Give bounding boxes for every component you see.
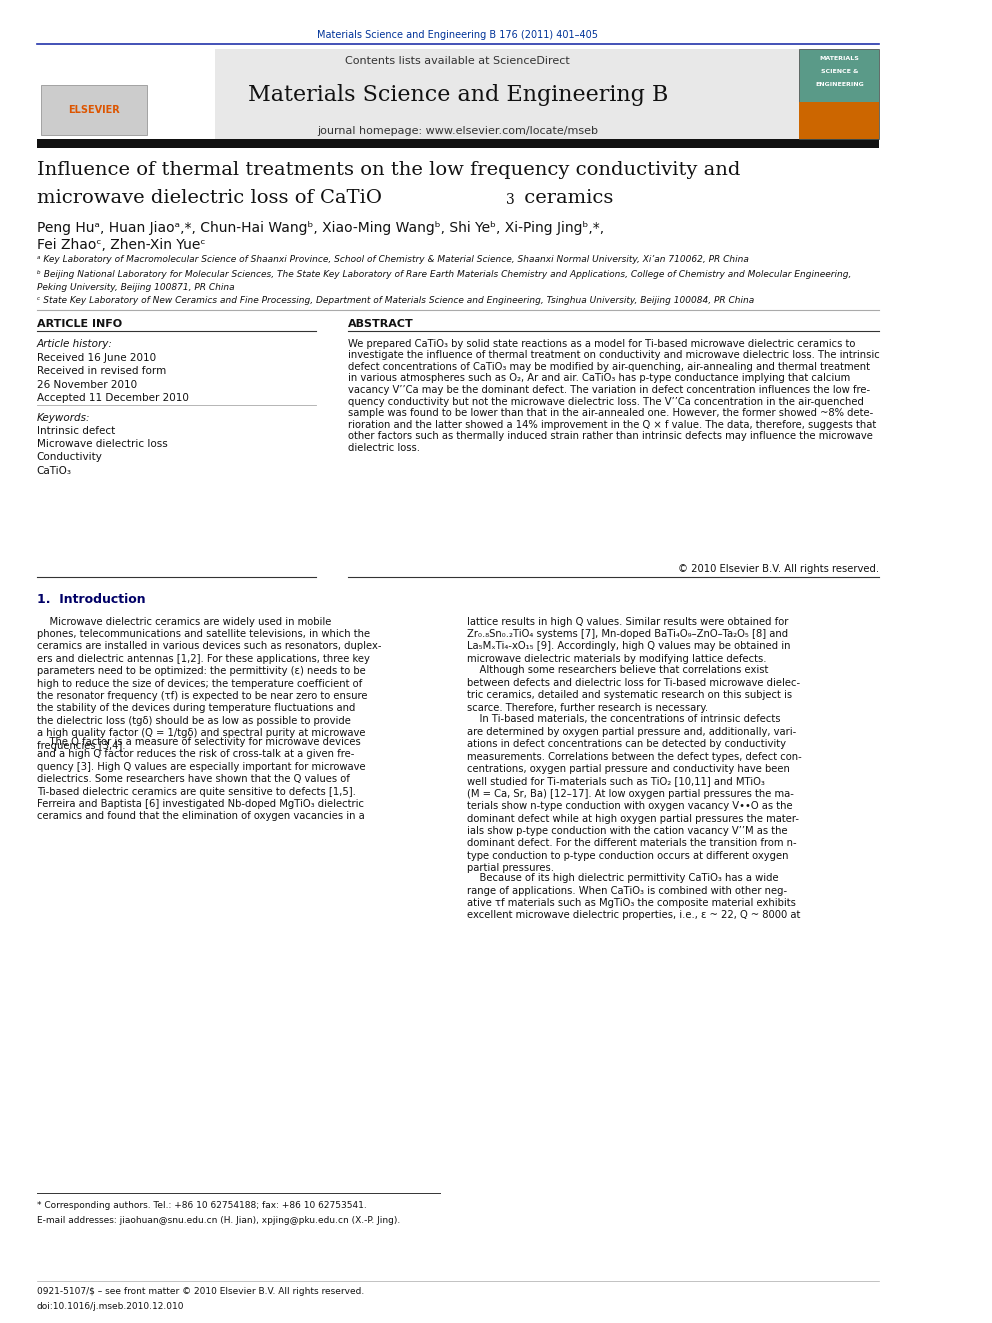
Text: ᶜ State Key Laboratory of New Ceramics and Fine Processing, Department of Materi: ᶜ State Key Laboratory of New Ceramics a… (37, 296, 754, 306)
FancyBboxPatch shape (800, 102, 879, 139)
Text: doi:10.1016/j.mseb.2010.12.010: doi:10.1016/j.mseb.2010.12.010 (37, 1302, 185, 1311)
Text: Keywords:: Keywords: (37, 413, 90, 423)
Text: Microwave dielectric ceramics are widely used in mobile
phones, telecommunicatio: Microwave dielectric ceramics are widely… (37, 617, 381, 750)
Text: Contents lists available at ScienceDirect: Contents lists available at ScienceDirec… (345, 56, 570, 66)
Text: Microwave dielectric loss: Microwave dielectric loss (37, 439, 168, 450)
Text: Conductivity: Conductivity (37, 452, 102, 463)
Text: Received 16 June 2010: Received 16 June 2010 (37, 353, 156, 364)
Text: lattice results in high Q values. Similar results were obtained for
Zr₀.₈Sn₀.₂Ti: lattice results in high Q values. Simila… (467, 617, 791, 664)
Text: 3: 3 (506, 193, 515, 208)
Text: 1.  Introduction: 1. Introduction (37, 593, 145, 606)
Text: microwave dielectric loss of CaTiO: microwave dielectric loss of CaTiO (37, 189, 382, 208)
Text: Because of its high dielectric permittivity CaTiO₃ has a wide
range of applicati: Because of its high dielectric permittiv… (467, 873, 801, 921)
FancyBboxPatch shape (37, 139, 879, 148)
Text: MATERIALS: MATERIALS (819, 56, 860, 61)
Text: Accepted 11 December 2010: Accepted 11 December 2010 (37, 393, 188, 404)
Text: ABSTRACT: ABSTRACT (348, 319, 414, 329)
Text: 0921-5107/$ – see front matter © 2010 Elsevier B.V. All rights reserved.: 0921-5107/$ – see front matter © 2010 El… (37, 1287, 364, 1297)
Text: The Q factor is a measure of selectivity for microwave devices
and a high Q fact: The Q factor is a measure of selectivity… (37, 737, 365, 822)
Text: Article history:: Article history: (37, 339, 112, 349)
Text: © 2010 Elsevier B.V. All rights reserved.: © 2010 Elsevier B.V. All rights reserved… (678, 564, 879, 574)
Text: 26 November 2010: 26 November 2010 (37, 380, 137, 390)
Text: Materials Science and Engineering B 176 (2011) 401–405: Materials Science and Engineering B 176 … (317, 30, 598, 41)
Text: Influence of thermal treatments on the low frequency conductivity and: Influence of thermal treatments on the l… (37, 161, 740, 180)
Text: ᵇ Beijing National Laboratory for Molecular Sciences, The State Key Laboratory o: ᵇ Beijing National Laboratory for Molecu… (37, 270, 851, 279)
Text: ARTICLE INFO: ARTICLE INFO (37, 319, 122, 329)
FancyBboxPatch shape (37, 49, 215, 139)
Text: * Corresponding authors. Tel.: +86 10 62754188; fax: +86 10 62753541.: * Corresponding authors. Tel.: +86 10 62… (37, 1201, 366, 1211)
Text: Received in revised form: Received in revised form (37, 366, 166, 377)
Text: Although some researchers believe that correlations exist
between defects and di: Although some researchers believe that c… (467, 665, 801, 713)
FancyBboxPatch shape (37, 49, 879, 139)
Text: ceramics: ceramics (518, 189, 614, 208)
FancyBboxPatch shape (800, 49, 879, 139)
Text: Peng Huᵃ, Huan Jiaoᵃ,*, Chun-Hai Wangᵇ, Xiao-Ming Wangᵇ, Shi Yeᵇ, Xi-Ping Jingᵇ,: Peng Huᵃ, Huan Jiaoᵃ,*, Chun-Hai Wangᵇ, … (37, 221, 604, 235)
Text: CaTiO₃: CaTiO₃ (37, 466, 71, 476)
Text: Materials Science and Engineering B: Materials Science and Engineering B (248, 85, 668, 106)
Text: SCIENCE &: SCIENCE & (821, 69, 858, 74)
Text: ᵃ Key Laboratory of Macromolecular Science of Shaanxi Province, School of Chemis: ᵃ Key Laboratory of Macromolecular Scien… (37, 255, 749, 265)
Text: ENGINEERING: ENGINEERING (815, 82, 864, 87)
Text: Peking University, Beijing 100871, PR China: Peking University, Beijing 100871, PR Ch… (37, 283, 234, 292)
FancyBboxPatch shape (42, 85, 147, 135)
Text: Fei Zhaoᶜ, Zhen-Xin Yueᶜ: Fei Zhaoᶜ, Zhen-Xin Yueᶜ (37, 238, 205, 253)
Text: In Ti-based materials, the concentrations of intrinsic defects
are determined by: In Ti-based materials, the concentration… (467, 714, 802, 873)
Text: Intrinsic defect: Intrinsic defect (37, 426, 115, 437)
Text: ELSEVIER: ELSEVIER (68, 105, 120, 115)
Text: We prepared CaTiO₃ by solid state reactions as a model for Ti-based microwave di: We prepared CaTiO₃ by solid state reacti… (348, 339, 880, 452)
Text: E-mail addresses: jiaohuan@snu.edu.cn (H. Jian), xpjing@pku.edu.cn (X.-P. Jing).: E-mail addresses: jiaohuan@snu.edu.cn (H… (37, 1216, 400, 1225)
Text: journal homepage: www.elsevier.com/locate/mseb: journal homepage: www.elsevier.com/locat… (317, 126, 598, 136)
